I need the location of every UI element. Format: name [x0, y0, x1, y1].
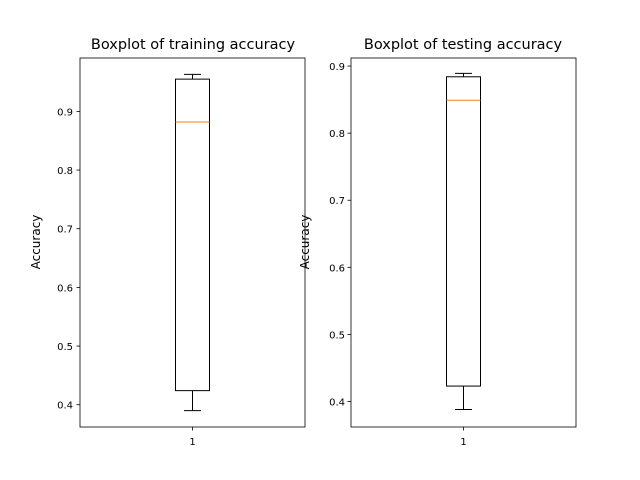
- y-tick-label: 0.7: [57, 225, 73, 236]
- y-tick-label: 0.9: [57, 107, 73, 118]
- y-tick-label: 0.6: [329, 263, 345, 274]
- subplot-training: Boxplot of training accuracy Accuracy 0.…: [29, 37, 306, 448]
- box-group: [175, 73, 210, 412]
- subplot-testing: Boxplot of testing accuracy Accuracy 0.4…: [298, 37, 577, 448]
- y-tick-label: 0.4: [57, 401, 73, 412]
- y-tick-label: 0.6: [57, 283, 73, 294]
- box: [446, 76, 481, 387]
- tick-group: 0.4 0.5 0.6 0.7 0.8 0.9 1: [329, 62, 467, 448]
- chart-title: Boxplot of training accuracy: [91, 37, 296, 53]
- y-axis-label: Accuracy: [29, 215, 43, 270]
- chart-title: Boxplot of testing accuracy: [364, 37, 563, 53]
- y-tick-label: 0.7: [329, 196, 345, 207]
- tick-group: 0.4 0.5 0.6 0.7 0.8 0.9 1: [57, 107, 196, 448]
- y-tick-label: 0.4: [329, 398, 345, 409]
- x-tick-label: 1: [189, 437, 195, 448]
- y-tick-label: 0.8: [329, 129, 345, 140]
- box: [175, 78, 210, 392]
- y-tick-label: 0.8: [57, 166, 73, 177]
- y-tick-label: 0.9: [329, 62, 345, 73]
- x-tick-label: 1: [460, 437, 466, 448]
- box-group: [446, 72, 481, 411]
- y-axis-label: Accuracy: [298, 215, 312, 270]
- y-tick-label: 0.5: [329, 330, 345, 341]
- y-tick-label: 0.5: [57, 342, 73, 353]
